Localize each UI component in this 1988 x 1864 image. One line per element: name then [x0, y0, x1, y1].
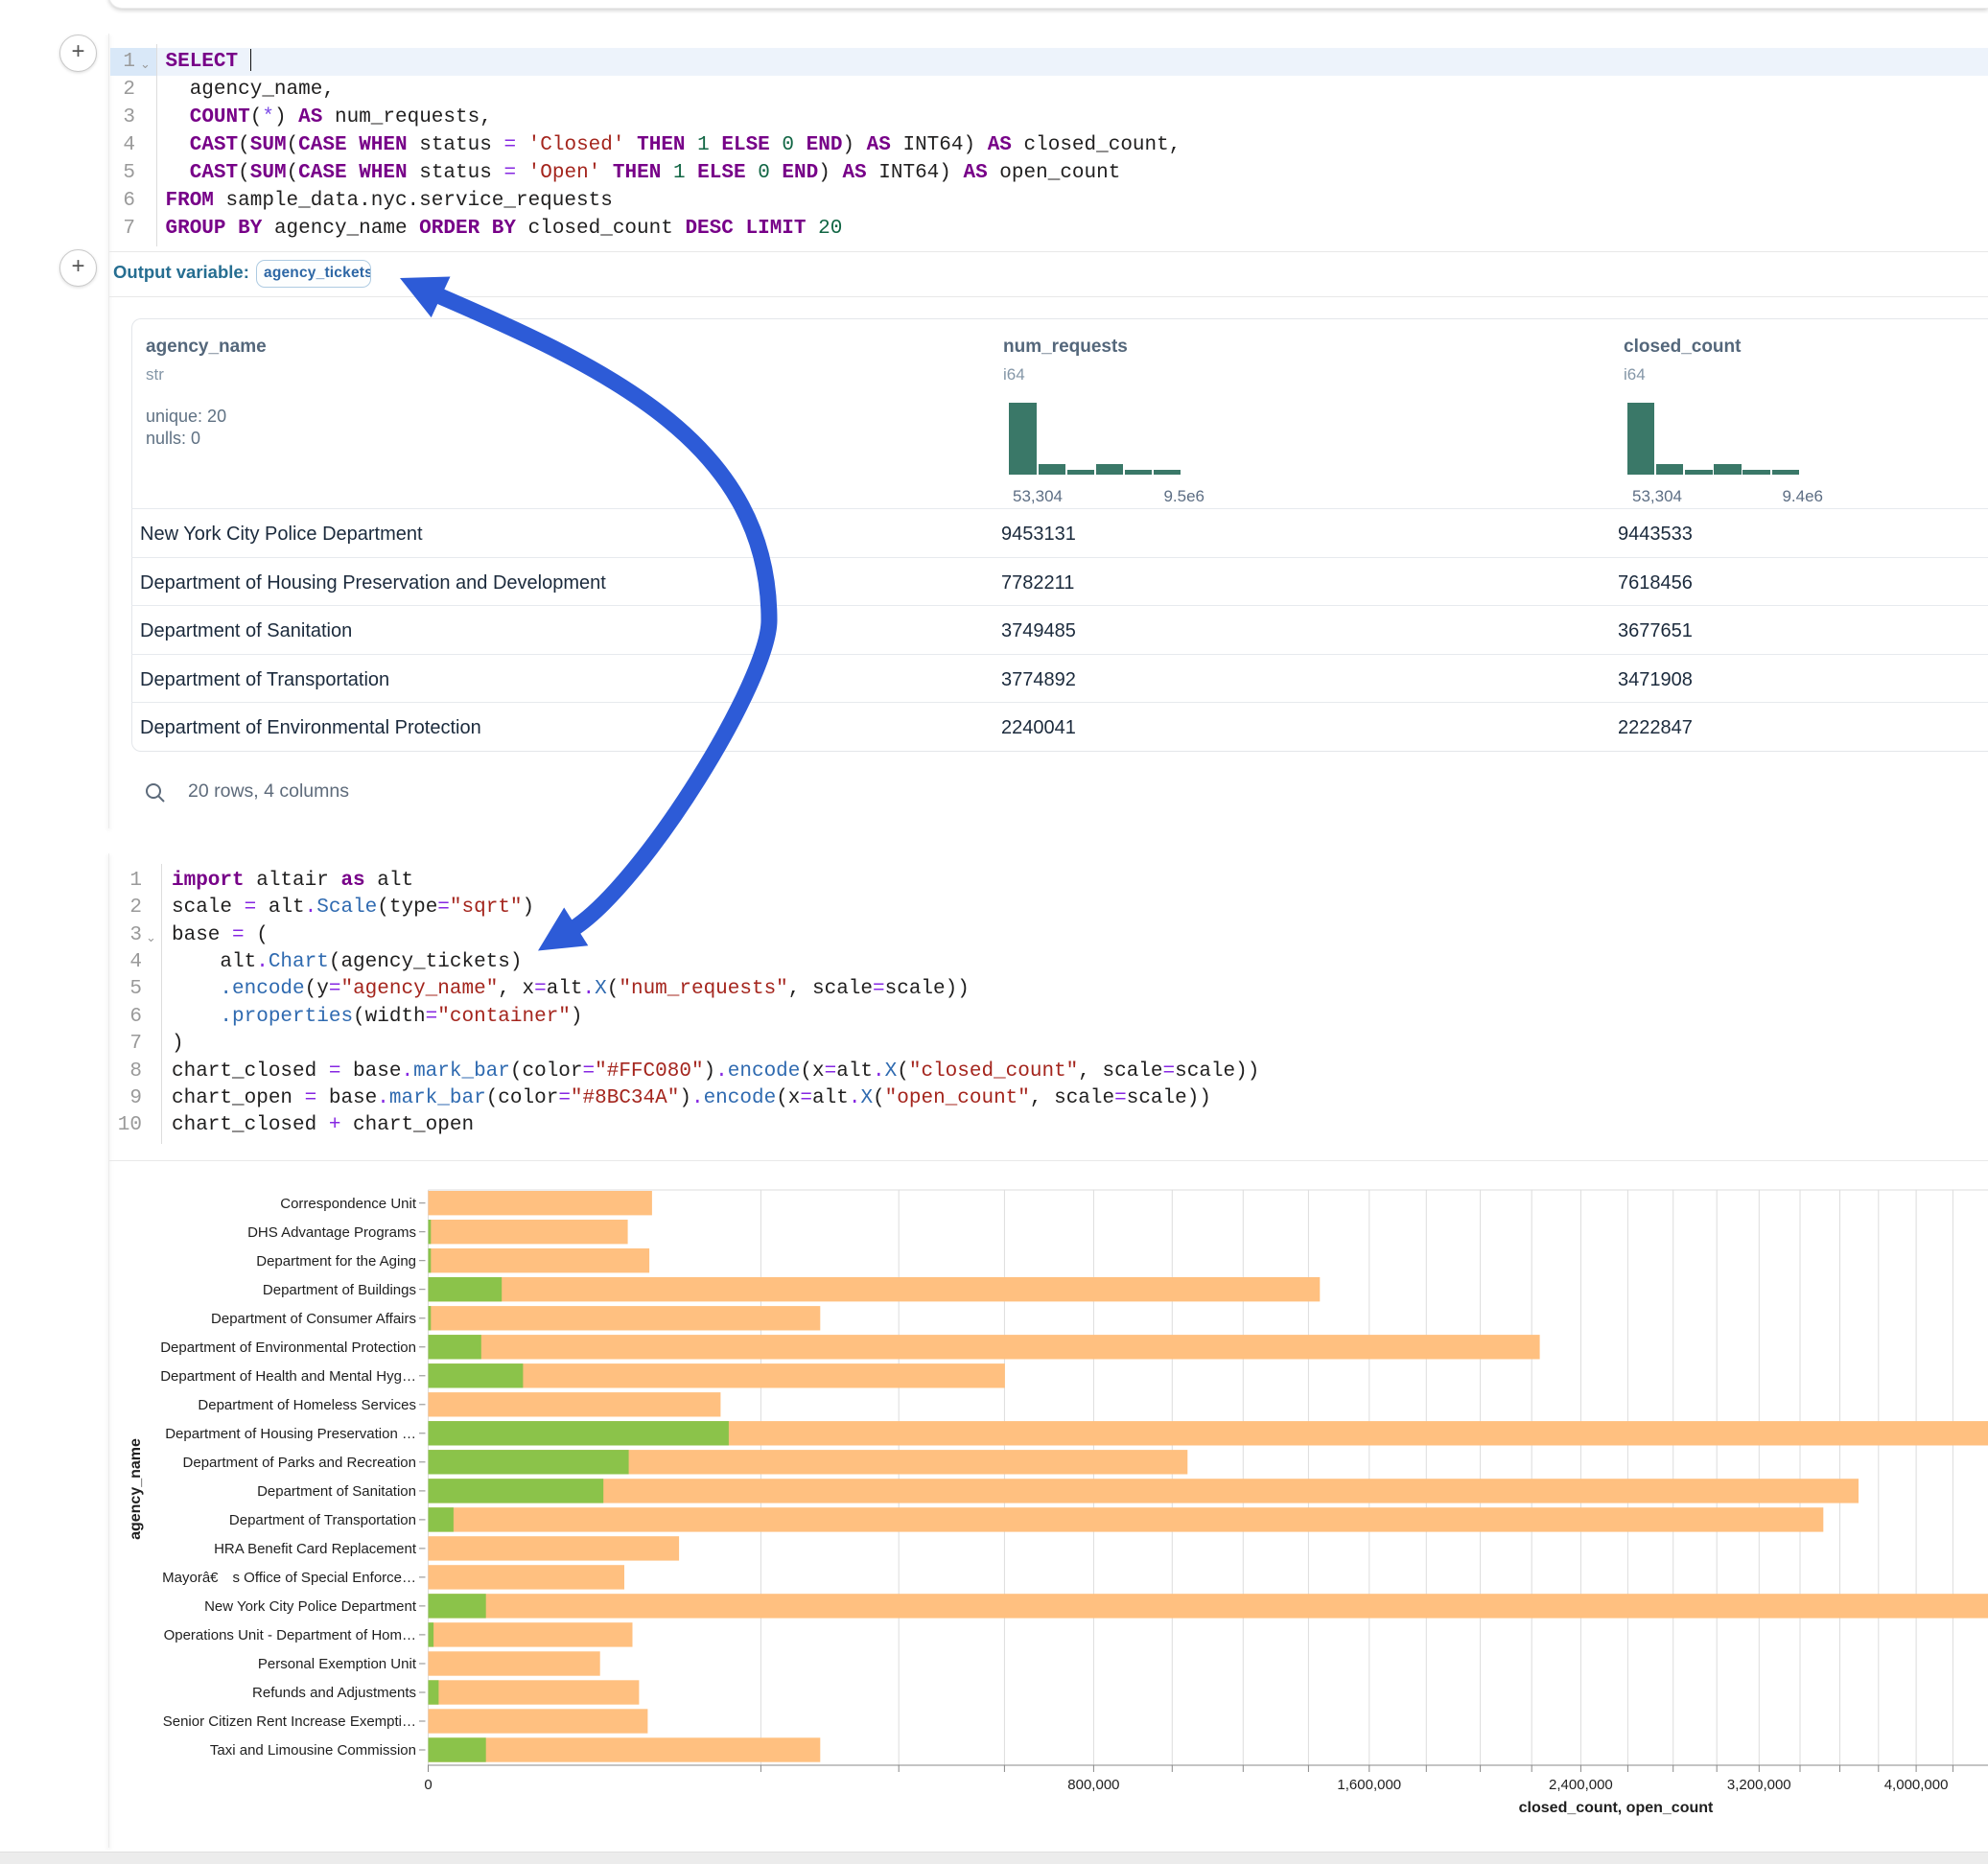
svg-text:Department of Environmental Pr: Department of Environmental Protection	[160, 1340, 416, 1356]
svg-text:Department of Parks and Recrea: Department of Parks and Recreation	[183, 1455, 416, 1471]
svg-text:Department of Homeless Service: Department of Homeless Services	[198, 1397, 416, 1413]
svg-text:Correspondence Unit: Correspondence Unit	[280, 1196, 417, 1212]
svg-text:Department of Buildings: Department of Buildings	[263, 1282, 416, 1298]
svg-text:Senior Citizen Rent Increase E: Senior Citizen Rent Increase Exempti…	[163, 1713, 416, 1730]
svg-text:New York City Police Departmen: New York City Police Department	[204, 1598, 417, 1615]
svg-text:Taxi and Limousine Commission: Taxi and Limousine Commission	[210, 1742, 416, 1759]
svg-text:Operations Unit - Department o: Operations Unit - Department of Hom…	[164, 1627, 416, 1643]
svg-text:4,000,000: 4,000,000	[1884, 1777, 1949, 1793]
svg-text:Department for the Aging: Department for the Aging	[256, 1253, 416, 1270]
svg-text:800,000: 800,000	[1067, 1777, 1119, 1793]
svg-text:agency_name: agency_name	[128, 1438, 144, 1540]
svg-text:Department of Health and Menta: Department of Health and Mental Hyg…	[160, 1368, 416, 1385]
svg-text:0: 0	[424, 1777, 432, 1793]
svg-text:closed_count, open_count: closed_count, open_count	[1519, 1800, 1714, 1816]
svg-text:Department of Transportation: Department of Transportation	[229, 1512, 416, 1528]
svg-text:1,600,000: 1,600,000	[1337, 1777, 1401, 1793]
svg-text:Mayorâ€ s Office of Special En: Mayorâ€ s Office of Special Enforce…	[162, 1570, 416, 1586]
svg-text:2,400,000: 2,400,000	[1549, 1777, 1613, 1793]
svg-text:Refunds and Adjustments: Refunds and Adjustments	[252, 1685, 416, 1701]
svg-text:Personal Exemption Unit: Personal Exemption Unit	[258, 1656, 417, 1672]
svg-text:Department of Sanitation: Department of Sanitation	[257, 1483, 416, 1500]
svg-text:Department of Housing Preserva: Department of Housing Preservation …	[165, 1426, 416, 1442]
svg-text:DHS Advantage Programs: DHS Advantage Programs	[247, 1224, 416, 1241]
svg-text:HRA Benefit Card Replacement: HRA Benefit Card Replacement	[214, 1541, 417, 1557]
svg-text:3,200,000: 3,200,000	[1727, 1777, 1791, 1793]
svg-text:Department of Consumer Affairs: Department of Consumer Affairs	[211, 1311, 416, 1327]
